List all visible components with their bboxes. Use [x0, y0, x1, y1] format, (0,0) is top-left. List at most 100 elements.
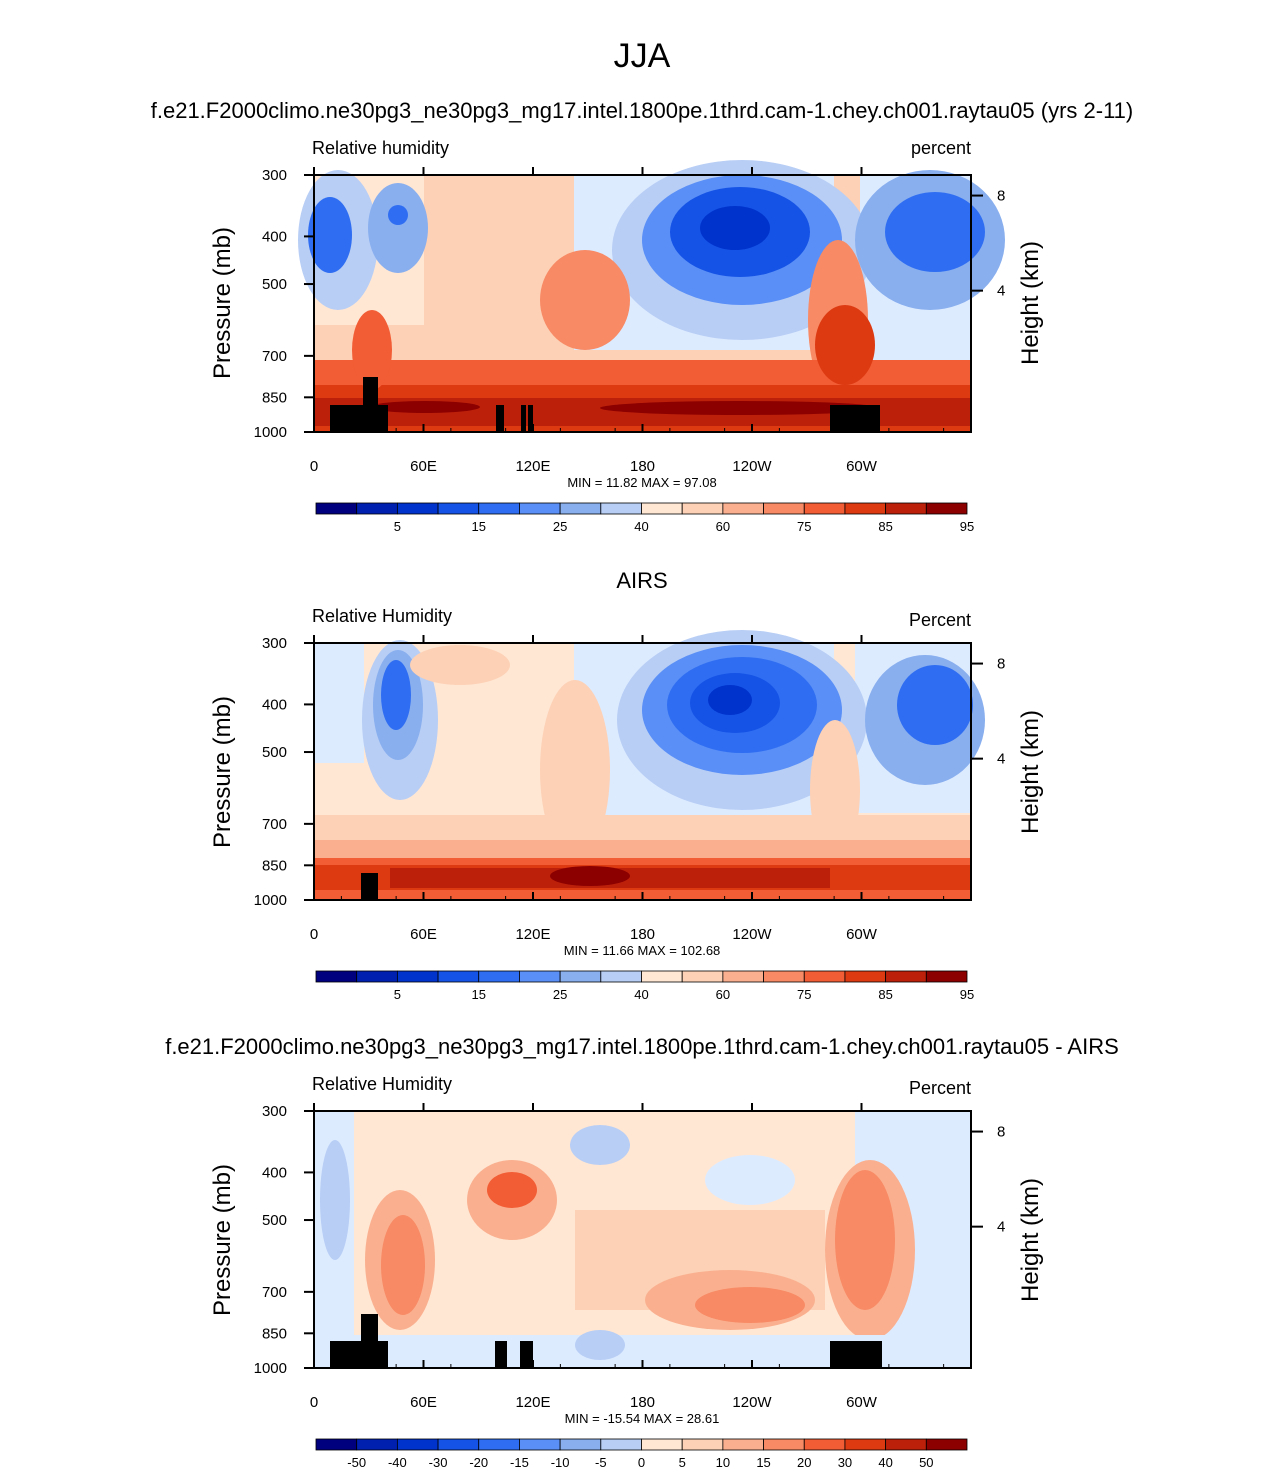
- colorbar-box: [478, 970, 520, 983]
- y2-axis-label: Height (km): [1017, 710, 1044, 834]
- colorbar-label: 40: [634, 519, 648, 534]
- colorbar-box: [396, 970, 439, 983]
- y2-axis-label: Height (km): [1017, 241, 1044, 365]
- x-tick-label: 120E: [515, 1394, 550, 1411]
- x-tick-label: 60E: [410, 926, 437, 943]
- min-max-stats: MIN = 11.82 MAX = 97.08: [567, 475, 716, 490]
- y-tick-label: 1000: [254, 892, 287, 909]
- y2-axis-label: Height (km): [1017, 1178, 1044, 1302]
- colorbar-label: 0: [638, 1455, 645, 1470]
- colorbar-box: [925, 1438, 968, 1451]
- x-tick-label: 0: [310, 458, 318, 475]
- y-tick-label: 400: [262, 228, 287, 245]
- y-tick-label: 700: [262, 816, 287, 833]
- panel-obs: AIRS Relative Humidity Percent: [209, 568, 1044, 1002]
- colorbar-box: [559, 970, 602, 983]
- colorbar-box: [885, 970, 927, 983]
- colorbar-box: [519, 970, 561, 983]
- x-tick-label: 120E: [515, 458, 550, 475]
- colorbar-label: 15: [472, 987, 486, 1002]
- colorbar-box: [925, 502, 968, 515]
- y-tick-label: 850: [262, 1325, 287, 1342]
- colorbar-box: [722, 1438, 764, 1451]
- panel-title: f.e21.F2000climo.ne30pg3_ne30pg3_mg17.in…: [165, 1034, 1119, 1059]
- colorbar-label: -30: [429, 1455, 448, 1470]
- colorbar-box: [600, 970, 642, 983]
- y2-tick-label: 4: [997, 283, 1005, 300]
- y-axis-label: Pressure (mb): [209, 1164, 236, 1316]
- figure-title: JJA: [614, 37, 671, 75]
- axis-ticks: 0 60E 120E 180 120W 60W 300 400 500 700 850 1000 8 4: [254, 167, 1005, 475]
- y-axis-label: Pressure (mb): [209, 227, 236, 379]
- colorbar-label: 85: [878, 519, 892, 534]
- right-label: percent: [911, 138, 971, 158]
- colorbar: 5 15 25 40 60 75 85 95: [315, 970, 974, 1002]
- colorbar-box: [519, 502, 561, 515]
- y-tick-label: 1000: [254, 1360, 287, 1377]
- panel-model: f.e21.F2000climo.ne30pg3_ne30pg3_mg17.in…: [151, 98, 1134, 534]
- contour-field: [298, 160, 1005, 432]
- y-tick-label: 400: [262, 1164, 287, 1181]
- colorbar-box: [559, 502, 602, 515]
- colorbar-box: [722, 970, 764, 983]
- colorbar-label: 10: [716, 1455, 730, 1470]
- colorbar-label: -20: [469, 1455, 488, 1470]
- contour-field: [314, 630, 985, 900]
- colorbar-box: [519, 1438, 561, 1451]
- x-tick-label: 60E: [410, 458, 437, 475]
- panel-title: f.e21.F2000climo.ne30pg3_ne30pg3_mg17.in…: [151, 98, 1134, 123]
- colorbar-box: [315, 502, 358, 515]
- left-label: Relative humidity: [312, 138, 449, 158]
- y-tick-label: 850: [262, 857, 287, 874]
- colorbar-label: 5: [394, 987, 401, 1002]
- colorbar-box: [925, 970, 968, 983]
- y-tick-label: 300: [262, 635, 287, 652]
- axis-ticks: 0 60E 120E 180 120W 60W 300 400 500 700 850 1000 8 4: [254, 635, 1005, 943]
- x-tick-label: 120E: [515, 926, 550, 943]
- colorbar-box: [437, 970, 480, 983]
- colorbar-label: 20: [797, 1455, 811, 1470]
- colorbar-label: 85: [878, 987, 892, 1002]
- colorbar-box: [478, 502, 520, 515]
- x-tick-label: 120W: [732, 458, 772, 475]
- colorbar-box: [356, 1438, 398, 1451]
- x-tick-label: 180: [630, 1394, 655, 1411]
- x-tick-label: 180: [630, 926, 655, 943]
- colorbar-box: [641, 502, 683, 515]
- y2-tick-label: 8: [997, 656, 1005, 673]
- colorbar: 5 15 25 40 60 75 85 95: [315, 502, 974, 534]
- colorbar-box: [559, 1438, 602, 1451]
- colorbar-box: [803, 970, 846, 983]
- y-tick-label: 850: [262, 389, 287, 406]
- colorbar-box: [356, 970, 398, 983]
- colorbar-box: [763, 502, 805, 515]
- y2-tick-label: 4: [997, 1219, 1005, 1236]
- colorbar: -50 -40 -30 -20 -15 -10 -5 0 5 10 15 20 30 40 50: [315, 1438, 968, 1470]
- colorbar-box: [478, 1438, 520, 1451]
- y-tick-label: 700: [262, 348, 287, 365]
- min-max-stats: MIN = -15.54 MAX = 28.61: [565, 1411, 720, 1426]
- y-tick-label: 300: [262, 1103, 287, 1120]
- x-tick-label: 60W: [846, 926, 878, 943]
- colorbar-box: [396, 1438, 439, 1451]
- colorbar-label: 40: [878, 1455, 892, 1470]
- colorbar-label: -50: [347, 1455, 366, 1470]
- y-tick-label: 300: [262, 167, 287, 184]
- x-tick-label: 60W: [846, 1394, 878, 1411]
- colorbar-box: [600, 502, 642, 515]
- colorbar-box: [681, 1438, 724, 1451]
- y2-tick-label: 8: [997, 188, 1005, 205]
- colorbar-box: [396, 502, 439, 515]
- colorbar-label: 5: [394, 519, 401, 534]
- colorbar-box: [600, 1438, 642, 1451]
- colorbar-box: [315, 970, 358, 983]
- left-label: Relative Humidity: [312, 1074, 452, 1094]
- colorbar-box: [844, 502, 887, 515]
- colorbar-label: 5: [679, 1455, 686, 1470]
- colorbar-box: [315, 1438, 358, 1451]
- colorbar-label: 75: [797, 987, 811, 1002]
- min-max-stats: MIN = 11.66 MAX = 102.68: [564, 943, 721, 958]
- x-tick-label: 180: [630, 458, 655, 475]
- colorbar-box: [437, 502, 480, 515]
